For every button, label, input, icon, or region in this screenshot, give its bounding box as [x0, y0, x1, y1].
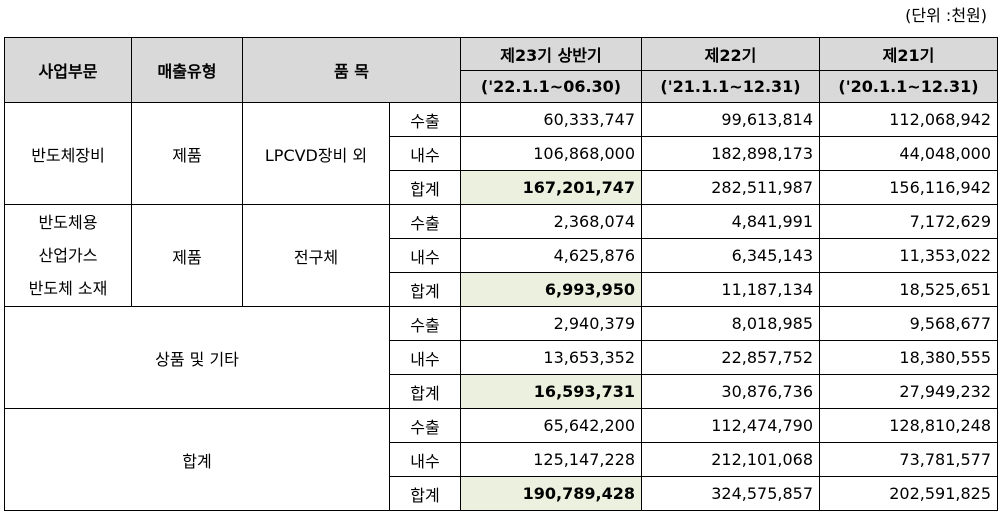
value-cell: 13,653,352 [460, 340, 643, 375]
header-sales-type: 매출유형 [131, 37, 243, 103]
value-cell: 156,116,942 [819, 170, 999, 205]
value-cell: 22,857,752 [641, 340, 821, 375]
kind-cell: 수출 [388, 204, 462, 239]
header-period-23: 제23기 상반기 [460, 37, 643, 71]
highlight-total-cell: 167,201,747 [460, 170, 643, 205]
table-row: 반도체장비 제품 LPCVD장비 외 수출 60,333,747 99,613,… [4, 102, 999, 205]
value-cell: 125,147,228 [460, 442, 643, 477]
value-cell: 44,048,000 [819, 136, 999, 171]
sales-table: 사업부문 매출유형 품 목 제23기 상반기 제22기 제21기 ('22.1.… [4, 37, 999, 511]
group-label-cell: 상품 및 기타 [4, 306, 390, 409]
value-cell: 8,018,985 [641, 306, 821, 341]
kind-cell: 합계 [388, 170, 462, 205]
kind-cell: 합계 [388, 476, 462, 511]
kind-cell: 내수 [388, 136, 462, 171]
value-cell: 11,353,022 [819, 238, 999, 273]
value-cell: 112,068,942 [819, 102, 999, 137]
segment-line: 반도체용 [38, 213, 98, 232]
value-cell: 212,101,068 [641, 442, 821, 477]
header-row-2: ('22.1.1~06.30) ('21.1.1~12.31) ('20.1.1… [5, 70, 999, 103]
kind-cell: 수출 [388, 102, 462, 137]
highlight-total-cell: 16,593,731 [460, 374, 643, 409]
kind-cell: 합계 [388, 374, 462, 409]
table-row: 내수 125,147,228 212,101,068 73,781,577 [5, 442, 999, 477]
value-cell: 18,525,651 [819, 272, 999, 307]
value-cell: 2,368,074 [460, 204, 643, 239]
value-cell: 65,642,200 [460, 408, 643, 443]
kind-cell: 내수 [388, 238, 462, 273]
kind-cell: 수출 [388, 306, 462, 341]
header-row-1: 사업부문 매출유형 품 목 제23기 상반기 제22기 제21기 [4, 37, 999, 103]
kind-cell: 합계 [388, 272, 462, 307]
sales-type-cell: 제품 [131, 102, 243, 205]
segment-line: 산업가스 [38, 246, 98, 265]
value-cell: 128,810,248 [819, 408, 999, 443]
table-row: 합계 190,789,428 324,575,857 202,591,825 [5, 476, 999, 511]
value-cell: 18,380,555 [819, 340, 999, 375]
sales-type-cell: 제품 [131, 204, 243, 307]
header-range-22: ('21.1.1~12.31) [641, 70, 821, 103]
value-cell: 7,172,629 [819, 204, 999, 239]
header-period-21: 제21기 [819, 37, 999, 71]
value-cell: 73,781,577 [819, 442, 999, 477]
value-cell: 2,940,379 [460, 306, 643, 341]
value-cell: 9,568,677 [819, 306, 999, 341]
header-period-22: 제22기 [641, 37, 821, 71]
header-segment: 사업부문 [4, 37, 132, 103]
kind-cell: 수출 [388, 408, 462, 443]
segment-cell: 반도체용 산업가스 반도체 소재 [4, 204, 132, 307]
header-range-23: ('22.1.1~06.30) [460, 70, 643, 103]
value-cell: 4,841,991 [641, 204, 821, 239]
table-row: 합계 16,593,731 30,876,736 27,949,232 [5, 374, 999, 409]
value-cell: 11,187,134 [641, 272, 821, 307]
segment-cell: 반도체장비 [4, 102, 132, 205]
kind-cell: 내수 [388, 340, 462, 375]
value-cell: 324,575,857 [641, 476, 821, 511]
value-cell: 112,474,790 [641, 408, 821, 443]
kind-cell: 내수 [388, 442, 462, 477]
table-row: 합계 수출 65,642,200 112,474,790 128,810,248 [4, 408, 999, 511]
group-label-cell: 합계 [4, 408, 390, 511]
value-cell: 282,511,987 [641, 170, 821, 205]
value-cell: 202,591,825 [819, 476, 999, 511]
unit-note: (단위 :천원) [905, 6, 987, 25]
table-row: 내수 106,868,000 182,898,173 44,048,000 [5, 136, 999, 171]
table-row: 반도체용 산업가스 반도체 소재 제품 전구체 수출 2,368,074 4,8… [4, 204, 999, 307]
segment-line: 반도체 소재 [28, 279, 108, 298]
item-cell: LPCVD장비 외 [242, 102, 390, 205]
value-cell: 99,613,814 [641, 102, 821, 137]
header-item: 품 목 [241, 37, 462, 103]
item-cell: 전구체 [242, 204, 390, 307]
header-range-21: ('20.1.1~12.31) [819, 70, 999, 103]
value-cell: 6,345,143 [641, 238, 821, 273]
value-cell: 60,333,747 [460, 102, 643, 137]
highlight-total-cell: 190,789,428 [460, 476, 643, 511]
value-cell: 4,625,876 [460, 238, 643, 273]
value-cell: 182,898,173 [641, 136, 821, 171]
highlight-total-cell: 6,993,950 [460, 272, 643, 307]
table-row: 합계 6,993,950 11,187,134 18,525,651 [5, 272, 999, 307]
table-row: 합계 167,201,747 282,511,987 156,116,942 [5, 170, 999, 205]
value-cell: 27,949,232 [819, 374, 999, 409]
table-row: 상품 및 기타 수출 2,940,379 8,018,985 9,568,677 [4, 306, 999, 409]
value-cell: 106,868,000 [460, 136, 643, 171]
table-row: 내수 4,625,876 6,345,143 11,353,022 [5, 238, 999, 273]
value-cell: 30,876,736 [641, 374, 821, 409]
